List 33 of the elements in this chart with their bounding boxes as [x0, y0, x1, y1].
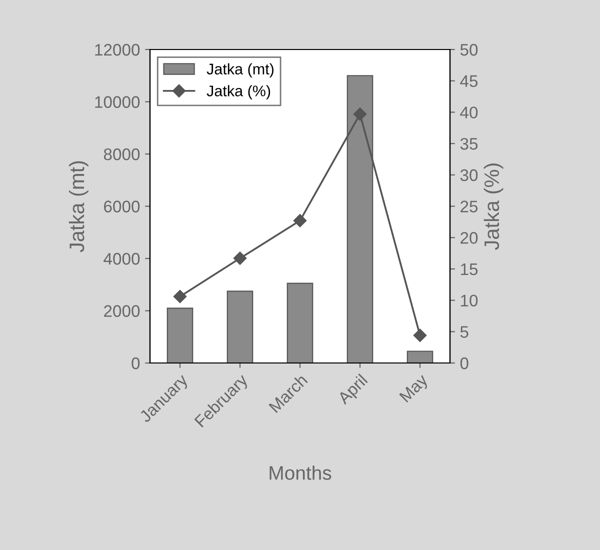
y2-tick-label: 20	[460, 232, 478, 244]
y-tick-label: 2000	[104, 305, 140, 317]
bar	[286, 282, 314, 363]
y2-tick-label: 30	[460, 169, 478, 182]
point	[293, 214, 307, 228]
y2-tick-label: 35	[460, 138, 478, 150]
y2-tick-label: 0	[460, 357, 468, 370]
x-tick-label: May	[399, 373, 431, 406]
y2-tick-label: 5	[460, 326, 468, 338]
y-tick-label: 10000	[95, 96, 140, 108]
bar	[406, 350, 434, 363]
bar	[166, 308, 194, 363]
y2-tick-label: 25	[460, 200, 478, 212]
y2-axis-title: Jatka (%)	[484, 164, 504, 250]
y-tick-label: 6000	[104, 200, 140, 212]
y-axis-title: Jatka (mt)	[68, 161, 88, 252]
point	[353, 107, 367, 121]
y2-tick-label: 10	[460, 294, 478, 307]
y-tick-label: 12000	[95, 44, 140, 56]
y-tick-label: 4000	[104, 252, 140, 265]
point	[413, 328, 427, 342]
y2-tick-label: 50	[460, 44, 478, 56]
y2-tick-label: 15	[460, 264, 478, 276]
y-tick-label: 8000	[104, 148, 140, 160]
y-tick-label: 0	[132, 357, 140, 370]
legend-label: Jatka (mt)	[206, 63, 274, 78]
legend-label: Jatka (%)	[206, 85, 270, 100]
y2-tick-label: 40	[460, 106, 478, 118]
point	[173, 290, 187, 304]
point	[233, 252, 247, 265]
bar	[226, 290, 254, 363]
x-axis-title: Months	[270, 466, 332, 480]
y2-tick-label: 45	[460, 75, 478, 88]
